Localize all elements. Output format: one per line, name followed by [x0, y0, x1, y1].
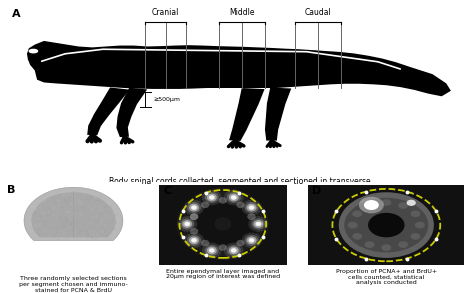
Circle shape [242, 233, 262, 248]
Polygon shape [31, 192, 116, 237]
Bar [159, 185, 287, 265]
Circle shape [202, 243, 222, 258]
Circle shape [255, 222, 261, 226]
Circle shape [191, 205, 197, 210]
Text: Entire ependymal layer imaged and
20μm region of interest was defined: Entire ependymal layer imaged and 20μm r… [166, 268, 280, 279]
Polygon shape [27, 41, 451, 96]
Text: Middle: Middle [229, 8, 255, 17]
Circle shape [224, 190, 244, 205]
Bar [308, 185, 464, 265]
Circle shape [245, 202, 259, 213]
Circle shape [410, 233, 420, 240]
Circle shape [205, 245, 219, 256]
Circle shape [184, 200, 204, 215]
Circle shape [398, 202, 408, 209]
Circle shape [249, 238, 255, 243]
Text: D: D [312, 186, 321, 196]
Circle shape [236, 202, 245, 208]
Text: A: A [12, 8, 20, 19]
Circle shape [248, 216, 268, 232]
Polygon shape [229, 88, 264, 141]
Circle shape [207, 194, 217, 201]
Circle shape [231, 248, 237, 253]
Circle shape [229, 246, 239, 254]
Circle shape [398, 241, 408, 248]
Circle shape [184, 233, 204, 248]
Polygon shape [24, 187, 123, 241]
Circle shape [189, 204, 199, 212]
Circle shape [190, 228, 198, 235]
Circle shape [352, 210, 362, 217]
Circle shape [381, 244, 391, 251]
Circle shape [253, 220, 263, 228]
Circle shape [219, 244, 227, 251]
Circle shape [348, 222, 358, 229]
Circle shape [368, 213, 405, 237]
Circle shape [202, 190, 222, 205]
Circle shape [177, 216, 197, 232]
Circle shape [190, 213, 198, 220]
Circle shape [245, 235, 259, 246]
Circle shape [224, 243, 244, 258]
Circle shape [246, 204, 256, 212]
Circle shape [236, 240, 245, 246]
Circle shape [365, 202, 374, 209]
Circle shape [209, 248, 215, 253]
Polygon shape [265, 88, 291, 141]
Circle shape [247, 213, 256, 220]
Circle shape [227, 192, 241, 203]
Circle shape [180, 218, 194, 229]
Circle shape [29, 50, 37, 53]
Circle shape [201, 202, 210, 208]
Circle shape [381, 199, 391, 206]
Circle shape [341, 195, 431, 255]
Circle shape [352, 233, 362, 240]
Text: ≥500μm: ≥500μm [154, 97, 181, 102]
Circle shape [227, 245, 241, 256]
Circle shape [231, 195, 237, 200]
Text: Three randomly selected sections
per segment chosen and immuno-
stained for PCNA: Three randomly selected sections per seg… [19, 276, 128, 293]
Circle shape [207, 246, 217, 254]
Circle shape [205, 192, 219, 203]
Circle shape [415, 222, 425, 229]
Circle shape [184, 222, 190, 226]
Circle shape [242, 200, 262, 215]
Circle shape [249, 205, 255, 210]
Circle shape [219, 197, 227, 204]
Polygon shape [87, 88, 129, 135]
Text: B: B [8, 185, 16, 195]
Circle shape [365, 241, 374, 248]
Circle shape [359, 197, 384, 213]
Circle shape [189, 236, 199, 244]
Text: C: C [163, 186, 171, 196]
Circle shape [214, 217, 231, 231]
Polygon shape [117, 88, 147, 137]
Circle shape [209, 195, 215, 200]
Circle shape [246, 236, 256, 244]
Circle shape [187, 235, 201, 246]
Text: Cranial: Cranial [152, 8, 180, 17]
Circle shape [187, 202, 201, 213]
Circle shape [251, 218, 265, 229]
Text: Proportion of PCNA+ and BrdU+
cells counted, statistical
analysis conducted: Proportion of PCNA+ and BrdU+ cells coun… [336, 268, 437, 285]
Circle shape [201, 240, 210, 246]
Circle shape [410, 210, 420, 217]
Circle shape [190, 213, 198, 220]
Circle shape [182, 220, 192, 228]
Text: Body spinal cords collected, segmented and sectioned in transverse: Body spinal cords collected, segmented a… [109, 177, 370, 186]
Circle shape [191, 238, 197, 243]
Circle shape [407, 200, 416, 206]
Circle shape [229, 194, 239, 201]
Circle shape [364, 200, 379, 210]
Text: Caudal: Caudal [304, 8, 331, 17]
